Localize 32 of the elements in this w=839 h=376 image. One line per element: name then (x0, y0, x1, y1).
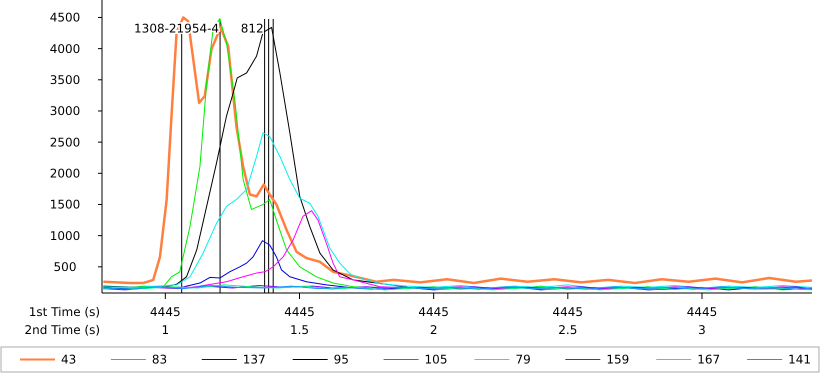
legend-label: 43 (61, 352, 76, 367)
annotation: 812 (240, 21, 264, 36)
text: 4445 (418, 305, 449, 320)
legend-label: 83 (152, 352, 168, 367)
line-series (102, 132, 812, 289)
legend-label: 167 (697, 352, 720, 367)
x-axis-title: 2nd Time (s) (24, 323, 100, 338)
legend-label: 137 (242, 352, 266, 367)
y-tick-label: 2500 (50, 135, 80, 150)
text: 4445 (686, 305, 718, 320)
text: 4445 (284, 305, 315, 320)
legend-label: 105 (424, 352, 448, 367)
legend-label: 79 (515, 352, 531, 367)
legend-label: 141 (788, 352, 812, 367)
x-tick-label: 1.5 (290, 323, 310, 338)
legend-label: 159 (606, 352, 630, 367)
y-tick-label: 2000 (50, 166, 80, 181)
text: 4445 (150, 305, 181, 320)
x2-axis-title: 1st Time (s) (28, 305, 100, 320)
text: 4445 (552, 305, 584, 320)
y-tick-label: 1000 (50, 228, 80, 243)
x-tick-label: 3 (698, 323, 706, 338)
y-tick-label: 4000 (50, 42, 80, 56)
y-tick-label: 3500 (50, 72, 80, 87)
y-tick-label: 1500 (50, 198, 80, 212)
legend-label: 95 (334, 352, 349, 367)
x-tick-label: 2.5 (558, 323, 578, 338)
y-tick-label: 500 (54, 260, 76, 274)
x-tick-label: 2 (430, 323, 438, 338)
y-tick-label: 4500 (50, 10, 80, 25)
x-tick-label: 1 (162, 323, 170, 338)
y-tick-label: 3000 (50, 104, 80, 118)
